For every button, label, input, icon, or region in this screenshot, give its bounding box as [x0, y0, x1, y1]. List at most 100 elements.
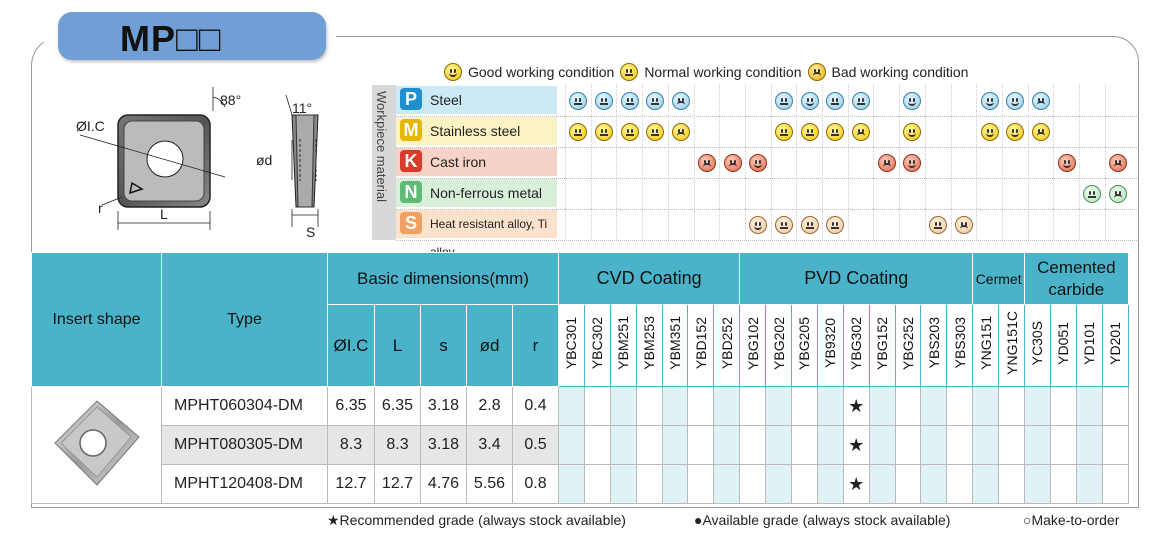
condition-cell	[667, 85, 694, 116]
insert-type: MPHT080305-DM	[161, 425, 328, 465]
bad-face-icon	[723, 153, 742, 172]
normal-face-icon	[852, 91, 871, 110]
condition-cell	[1001, 209, 1028, 240]
condition-cell	[744, 178, 771, 209]
condition-cell	[847, 85, 874, 116]
condition-cell	[693, 116, 720, 147]
grade-cell	[739, 464, 767, 504]
grade-cell	[868, 386, 896, 426]
normal-face-icon	[595, 122, 614, 141]
grade-cell	[739, 386, 767, 426]
grade-cell	[661, 464, 689, 504]
condition-cell	[822, 85, 848, 116]
workpiece-label: K Cast iron	[396, 148, 557, 176]
grade-cell	[1101, 386, 1129, 426]
condition-cell	[1001, 178, 1028, 209]
condition-cell	[847, 147, 874, 178]
workpiece-label: M Stainless steel	[396, 117, 557, 145]
dimension-value: 0.5	[512, 425, 559, 465]
workpiece-letter: N	[400, 181, 422, 203]
page-title: MP□□	[120, 18, 222, 59]
grade-header: YBS303	[946, 304, 974, 387]
grade-cell	[920, 425, 948, 465]
good-face-icon	[1006, 122, 1025, 141]
col-insert-shape: Insert shape	[31, 252, 162, 387]
dimension-value: 6.35	[327, 386, 375, 426]
condition-cell	[796, 116, 822, 147]
grade-cell	[816, 425, 844, 465]
bad-face-icon	[877, 153, 896, 172]
grade-cell	[609, 425, 637, 465]
dimension-value: 4.76	[420, 464, 467, 504]
condition-cell	[1079, 116, 1105, 147]
good-face-icon	[903, 122, 922, 141]
grade-table: Insert shape Type Basic dimensions(mm) C…	[31, 252, 1129, 504]
col-cermet: Cermet	[972, 252, 1026, 305]
grade-cell	[609, 464, 637, 504]
condition-cell	[924, 147, 951, 178]
grade-header: YBG302	[842, 304, 870, 387]
condition-cell	[1027, 147, 1054, 178]
good-face-icon	[1057, 153, 1076, 172]
grade-header: YBS203	[920, 304, 948, 387]
grade-header: YBG205	[791, 304, 818, 387]
grade-cell	[635, 386, 663, 426]
condition-cell	[924, 209, 951, 240]
condition-cell	[770, 85, 797, 116]
condition-cell	[899, 85, 925, 116]
grade-cell	[1049, 464, 1077, 504]
bad-face-icon	[807, 63, 826, 81]
condition-cell	[873, 178, 899, 209]
grade-cell	[791, 464, 818, 504]
normal-face-icon	[774, 215, 793, 234]
workpiece-label: P Steel	[396, 86, 557, 114]
normal-face-icon	[1083, 184, 1102, 203]
grade-header: YD101	[1075, 304, 1103, 387]
condition-cell	[976, 147, 1002, 178]
normal-face-icon	[646, 91, 665, 110]
dimension-value: 5.56	[466, 464, 513, 504]
condition-cell	[950, 147, 977, 178]
condition-cell	[693, 85, 720, 116]
condition-cell	[667, 178, 694, 209]
grade-header: YBD252	[713, 304, 741, 387]
good-face-icon	[1006, 91, 1025, 110]
grade-cell	[635, 464, 663, 504]
good-face-icon	[749, 215, 768, 234]
dimension-value: 12.7	[327, 464, 375, 504]
condition-cell	[565, 116, 591, 147]
condition-cell	[642, 116, 668, 147]
condition-cell	[899, 178, 925, 209]
grade-cell	[920, 386, 948, 426]
condition-cell	[873, 209, 899, 240]
grade-cell	[946, 464, 974, 504]
grade-header: YD201	[1101, 304, 1129, 387]
normal-face-icon	[595, 91, 614, 110]
grade-cell	[868, 425, 896, 465]
grade-cell	[765, 386, 793, 426]
grade-cell	[661, 425, 689, 465]
good-face-icon	[749, 153, 768, 172]
bad-face-icon	[852, 122, 871, 141]
condition-cell	[1104, 85, 1131, 116]
ic-label: ØI.C	[76, 118, 105, 134]
grade-cell	[972, 386, 1000, 426]
normal-face-icon	[620, 122, 639, 141]
workpiece-name: Cast iron	[430, 154, 487, 170]
dimension-value: 0.8	[512, 464, 559, 504]
grade-cell	[894, 425, 922, 465]
condition-cell	[822, 116, 848, 147]
workpiece-row: P Steel	[396, 85, 1137, 117]
condition-cell	[1053, 178, 1079, 209]
grade-cell	[1075, 386, 1103, 426]
condition-cell	[1053, 85, 1079, 116]
grade-cell	[791, 425, 818, 465]
grade-cell	[972, 425, 1000, 465]
dimension-value: 12.7	[374, 464, 421, 504]
normal-face-icon	[620, 91, 639, 110]
normal-face-icon	[826, 122, 845, 141]
grade-cell	[713, 386, 741, 426]
workpiece-row: M Stainless steel	[396, 116, 1137, 148]
col-basic-dimensions: Basic dimensions(mm)	[327, 252, 559, 305]
